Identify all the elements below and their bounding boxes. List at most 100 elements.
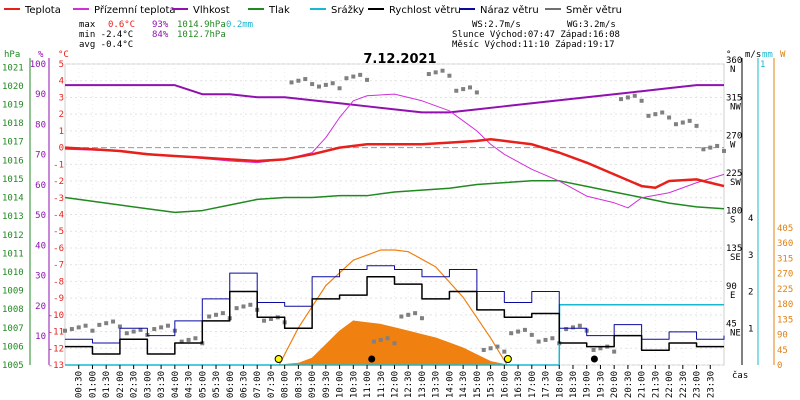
w-tick-label: 405	[777, 224, 793, 234]
hpa-tick-label: 1016	[2, 156, 24, 166]
hpa-tick-label: 1011	[2, 249, 24, 259]
wind-direction-point	[344, 76, 349, 81]
wind-direction-point	[76, 325, 81, 330]
x-axis-label: čas	[732, 370, 748, 381]
stat-min-press: 1012.7hPa	[177, 30, 226, 40]
x-tick-label: 01:00	[88, 371, 98, 398]
pct-tick-label: 50	[35, 211, 46, 221]
stat-min-hum: 84%	[152, 30, 169, 40]
wind-direction-point	[433, 70, 438, 75]
legend-label: Rychlost větru	[389, 4, 461, 16]
w-tick-label: 90	[777, 331, 788, 341]
dir-compass-label: N	[730, 65, 735, 75]
wind-direction-point	[715, 143, 720, 148]
wind-direction-point	[591, 347, 596, 352]
dir-compass-label: SE	[730, 253, 741, 263]
x-tick-label: 07:00	[253, 371, 263, 398]
stats-block: max 0.6°C 93% 1014.9hPa 0.2mm min -2.4°C…	[79, 20, 620, 50]
pct-tick-label: 20	[35, 302, 46, 312]
wind-direction-point	[612, 349, 617, 354]
temp-tick-label: -1	[53, 160, 64, 170]
wind-direction-point	[646, 113, 651, 118]
x-tick-label: 03:00	[143, 371, 153, 398]
stat-moon: Měsíc Východ:11:10 Západ:19:17	[452, 40, 615, 50]
wind-direction-point	[90, 328, 95, 333]
dir-compass-label: NE	[730, 328, 741, 338]
x-tick-label: 20:30	[624, 371, 634, 398]
wind-direction-point	[536, 339, 541, 344]
w-tick-label: 270	[777, 270, 793, 280]
dir-compass-label: S	[730, 216, 735, 226]
wind-direction-point	[179, 339, 184, 344]
x-tick-label: 21:00	[638, 371, 648, 398]
wind-direction-point	[83, 323, 88, 328]
x-tick-label: 00:30	[75, 371, 85, 398]
wind-direction-point	[323, 82, 328, 87]
wind-direction-point	[522, 327, 527, 332]
temp-tick-label: 0	[59, 144, 64, 154]
x-tick-label: 04:00	[171, 371, 181, 398]
wind-direction-point	[63, 328, 67, 333]
w-tick-label: 0	[777, 361, 782, 371]
wind-direction-point	[406, 312, 411, 317]
hpa-tick-label: 1020	[2, 82, 24, 92]
wind-direction-point	[660, 110, 665, 115]
hpa-tick-label: 1012	[2, 231, 24, 241]
x-tick-label: 13:30	[432, 371, 442, 398]
legend-label: Směr větru	[566, 4, 622, 16]
wind-direction-point	[426, 72, 431, 77]
wind-direction-point	[687, 118, 692, 123]
wind-direction-point	[124, 331, 129, 336]
dir-tick-label: 135	[726, 244, 742, 254]
wind-direction-point	[186, 337, 191, 342]
x-tick-label: 08:30	[294, 371, 304, 398]
wind-direction-point	[117, 324, 122, 329]
pct-tick-label: 40	[35, 241, 46, 251]
ground-temperature-line	[64, 93, 725, 209]
wind-direction-point	[564, 327, 569, 332]
wind-direction-point	[385, 336, 390, 341]
legend-label: Tlak	[268, 5, 290, 16]
stat-wg: WG:3.2m/s	[567, 20, 616, 30]
wind-direction-point	[495, 344, 500, 349]
wind-direction-point	[268, 317, 273, 322]
pct-tick-label: 90	[35, 90, 46, 100]
dir-tick-label: 90	[726, 282, 737, 292]
solar-layer	[278, 249, 508, 366]
x-tick-label: 19:30	[596, 371, 606, 398]
legend-label: Srážky	[331, 4, 364, 16]
wind-direction-point	[488, 346, 493, 351]
ms-tick-label: 2	[748, 288, 753, 298]
chart-title: 7.12.2021	[363, 52, 436, 67]
temp-tick-label: 5	[59, 60, 64, 70]
x-tick-label: 11:30	[377, 371, 387, 398]
wind-direction-point	[577, 323, 582, 328]
x-tick-label: 17:30	[542, 371, 552, 398]
temp-tick-label: -13	[48, 361, 64, 371]
temp-tick-label: -9	[53, 294, 64, 304]
x-tick-label: 18:00	[555, 371, 565, 398]
hpa-tick-label: 1008	[2, 305, 24, 315]
x-tick-label: 06:30	[239, 371, 249, 398]
pct-unit: %	[38, 50, 44, 60]
wind-direction-point	[619, 97, 624, 102]
temp-tick-label: -7	[53, 261, 64, 271]
moonrise-marker	[368, 355, 376, 363]
mm-unit: mm	[762, 50, 773, 60]
x-tick-label: 19:00	[583, 371, 593, 398]
wind-direction-point	[598, 346, 603, 351]
hpa-tick-label: 1015	[2, 175, 24, 185]
wind-direction-point	[708, 145, 713, 150]
temp-tick-label: 1	[59, 127, 64, 137]
ms-unit: m/s	[745, 50, 761, 60]
wind-direction-point	[303, 77, 308, 82]
x-tick-label: 11:00	[363, 371, 373, 398]
deg-unit: °	[726, 50, 731, 60]
ms-tick-label: 3	[748, 251, 753, 261]
wind-direction-point	[111, 319, 116, 324]
x-tick-label: 14:00	[445, 371, 455, 398]
x-tick-label: 10:30	[349, 371, 359, 398]
wind-direction-point	[722, 148, 726, 153]
ms-tick-label: 1	[748, 324, 753, 334]
